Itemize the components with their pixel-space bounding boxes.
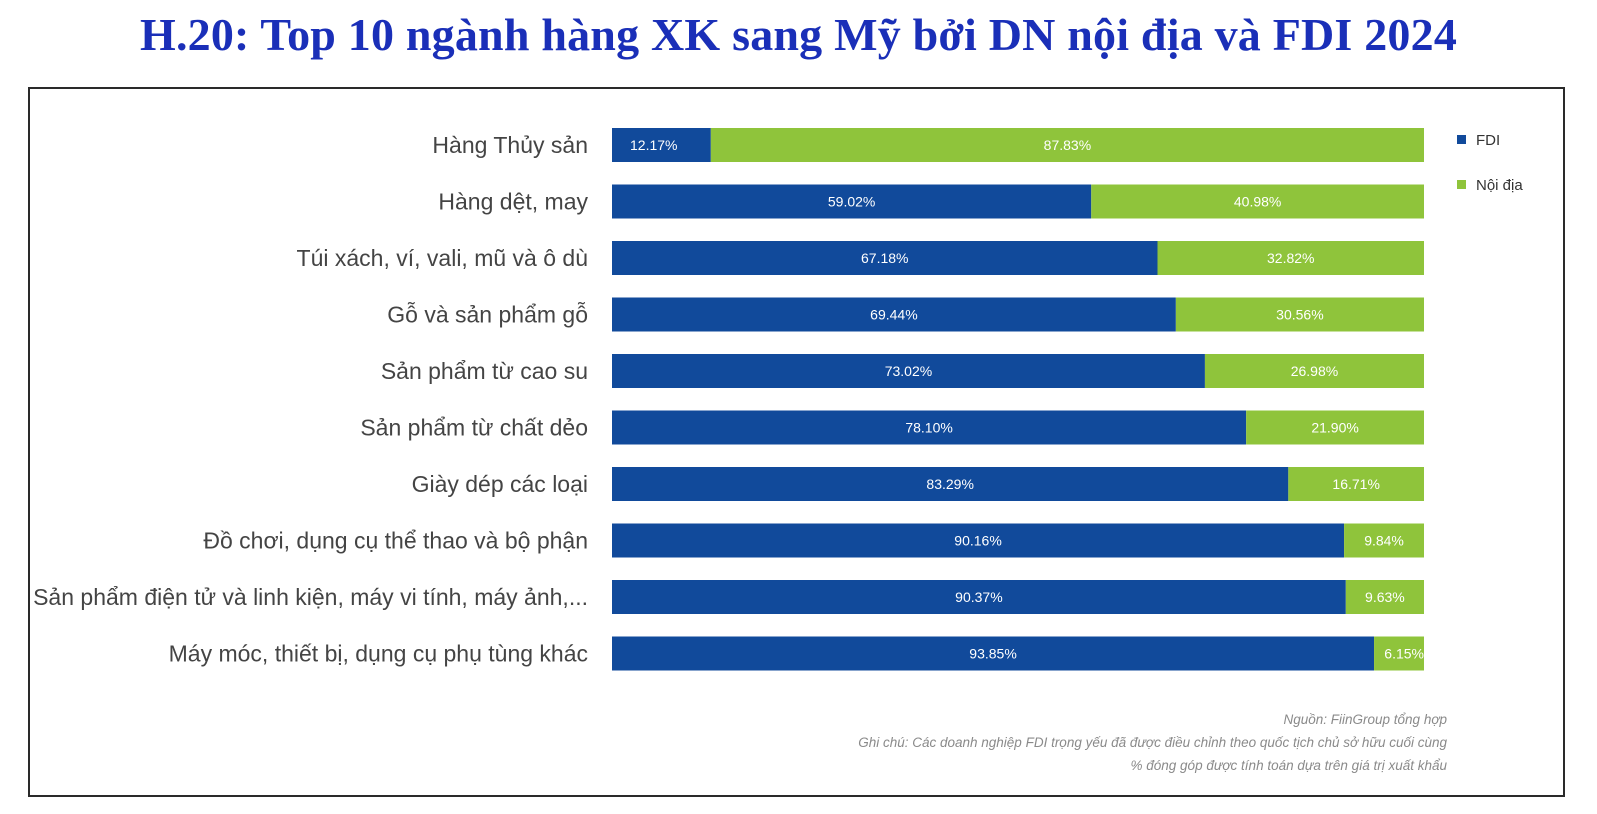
bar-noi-dia	[1344, 523, 1424, 558]
data-label: 12.17%	[630, 137, 677, 153]
bar-fdi	[612, 241, 1158, 275]
data-label: 40.98%	[1234, 194, 1281, 210]
category-label: Sản phẩm điện tử và linh kiện, máy vi tí…	[33, 584, 588, 610]
bar-fdi	[612, 297, 1176, 332]
bar-fdi	[612, 354, 1205, 388]
data-label: 87.83%	[1044, 137, 1091, 153]
legend-swatch	[1457, 135, 1466, 144]
category-label: Hàng dệt, may	[438, 189, 588, 215]
category-label: Hàng Thủy sản	[432, 132, 588, 158]
data-label: 73.02%	[885, 363, 932, 379]
bar-fdi	[612, 523, 1345, 558]
bar-noi-dia	[1345, 580, 1424, 614]
bars-layer: Hàng Thủy sản 12.17% 87.83% Hàng dệt, may 59…	[33, 128, 1424, 671]
data-label: 83.29%	[926, 476, 973, 492]
data-label: 6.15%	[1384, 646, 1424, 662]
data-label: 9.63%	[1365, 589, 1405, 605]
category-label: Sản phẩm từ chất dẻo	[360, 415, 588, 441]
footnote-2: % đóng góp được tính toán dựa trên giá t…	[1130, 758, 1447, 773]
bar-noi-dia	[1175, 297, 1424, 332]
chart-notes: Nguồn: FiinGroup tổng hợp Ghi chú: Các d…	[858, 708, 1447, 777]
bar-fdi	[612, 467, 1289, 501]
data-label: 30.56%	[1276, 307, 1323, 323]
legend-entry: Nội địa	[1476, 177, 1523, 194]
bar-fdi	[612, 410, 1247, 445]
category-label: Túi xách, ví, vali, mũ và ô dù	[297, 245, 588, 271]
bar-noi-dia	[1374, 636, 1424, 671]
category-label: Sản phẩm từ cao su	[381, 358, 588, 384]
data-label: 32.82%	[1267, 250, 1314, 266]
legend: FDI Nội địa	[1457, 132, 1523, 194]
category-label: Máy móc, thiết bị, dụng cụ phụ tùng khác	[169, 641, 588, 667]
category-label: Gỗ và sản phẩm gỗ	[387, 302, 588, 328]
footnote-1: Ghi chú: Các doanh nghiệp FDI trọng yếu …	[858, 735, 1447, 750]
data-label: 59.02%	[828, 194, 875, 210]
bar-noi-dia	[710, 128, 1424, 162]
data-label: 26.98%	[1291, 363, 1338, 379]
bar-fdi	[612, 184, 1092, 219]
bar-fdi	[612, 636, 1375, 671]
data-label: 67.18%	[861, 250, 908, 266]
data-label: 78.10%	[905, 420, 952, 436]
data-label: 9.84%	[1364, 533, 1404, 549]
bar-noi-dia	[1288, 467, 1424, 501]
legend-entry: FDI	[1476, 132, 1500, 149]
bar-noi-dia	[1157, 241, 1424, 275]
data-label: 21.90%	[1311, 420, 1358, 436]
legend-swatch	[1457, 180, 1466, 189]
bar-noi-dia	[1091, 184, 1424, 219]
data-label: 93.85%	[969, 646, 1016, 662]
chart-title: H.20: Top 10 ngành hàng XK sang Mỹ bởi D…	[139, 9, 1458, 60]
data-label: 90.16%	[954, 533, 1001, 549]
category-label: Giày dép các loại	[412, 471, 588, 497]
bar-fdi	[612, 580, 1346, 614]
data-label: 90.37%	[955, 589, 1002, 605]
bar-noi-dia	[1246, 410, 1424, 445]
data-label: 16.71%	[1332, 476, 1379, 492]
chart-frame	[28, 87, 1565, 797]
bar-fdi	[612, 128, 711, 162]
bar-noi-dia	[1204, 354, 1424, 388]
source-note: Nguồn: FiinGroup tổng hợp	[1283, 712, 1447, 727]
category-label: Đồ chơi, dụng cụ thể thao và bộ phận	[203, 528, 588, 554]
data-label: 69.44%	[870, 307, 917, 323]
